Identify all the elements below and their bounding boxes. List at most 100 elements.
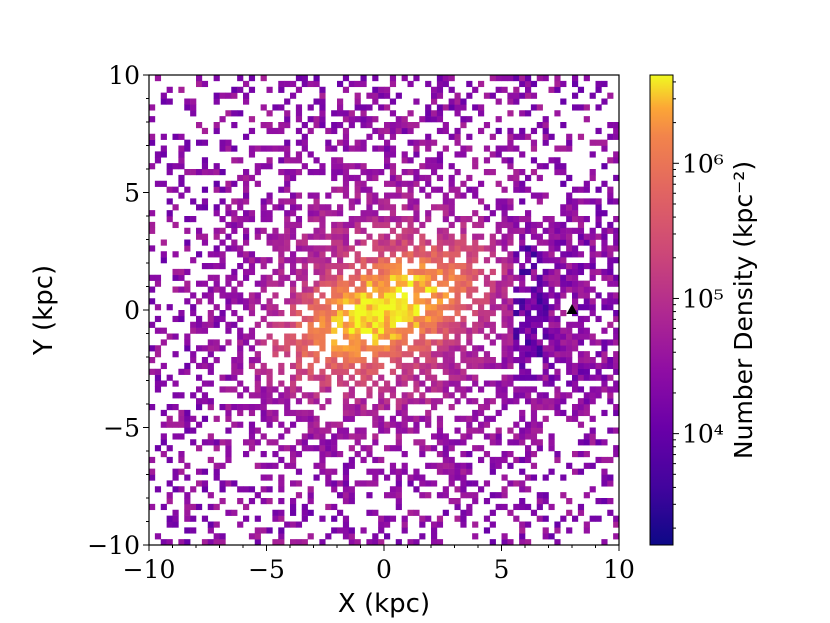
heatmap-cell — [266, 192, 273, 199]
heatmap-cell — [425, 492, 432, 499]
heatmap-cell — [190, 486, 197, 493]
heatmap-cell — [513, 298, 520, 305]
heatmap-cell — [513, 274, 520, 281]
heatmap-cell — [342, 327, 350, 334]
heatmap-cell — [513, 374, 520, 381]
heatmap-cell — [501, 321, 508, 328]
heatmap-cell — [460, 509, 467, 516]
heatmap-cell — [237, 351, 244, 358]
heatmap-cell — [436, 310, 444, 317]
heatmap-cell — [519, 539, 526, 546]
heatmap-cell — [366, 374, 373, 381]
heatmap-cell — [207, 527, 214, 534]
heatmap-cell — [507, 362, 514, 370]
heatmap-cell — [519, 498, 526, 505]
heatmap-cell — [460, 321, 467, 328]
heatmap-cell — [378, 321, 385, 328]
heatmap-cell — [219, 345, 226, 352]
heatmap-cell — [401, 192, 408, 199]
heatmap-cell — [431, 98, 438, 105]
heatmap-cell — [278, 456, 285, 464]
heatmap-cell — [166, 169, 173, 176]
heatmap-cell — [372, 169, 379, 176]
heatmap-cell — [530, 227, 538, 234]
heatmap-cell — [401, 310, 408, 317]
heatmap-cell — [319, 468, 326, 475]
heatmap-cell — [431, 445, 438, 452]
heatmap-cell — [495, 439, 502, 446]
heatmap-cell — [337, 239, 344, 246]
heatmap-cell — [595, 368, 602, 375]
heatmap-cell — [272, 451, 279, 458]
heatmap-cell — [401, 398, 408, 405]
heatmap-cell — [331, 263, 338, 270]
heatmap-cell — [407, 315, 414, 323]
heatmap-cell — [342, 398, 350, 405]
heatmap-cell — [548, 404, 555, 411]
heatmap-cell — [178, 274, 185, 281]
heatmap-cell — [566, 339, 573, 346]
heatmap-cell — [366, 310, 373, 317]
heatmap-cell — [536, 239, 543, 246]
heatmap-cell — [601, 480, 608, 487]
heatmap-cell — [348, 321, 355, 328]
heatmap-cell — [501, 239, 508, 246]
heatmap-cell — [613, 233, 620, 240]
heatmap-cell — [507, 198, 514, 205]
heatmap-cell — [290, 227, 297, 234]
heatmap-cell — [448, 445, 455, 452]
heatmap-cell — [507, 227, 514, 234]
heatmap-cell — [149, 163, 156, 170]
heatmap-cell — [219, 533, 226, 540]
heatmap-cell — [260, 486, 267, 493]
heatmap-cell — [583, 404, 590, 411]
heatmap-cell — [348, 116, 355, 123]
heatmap-cell — [378, 374, 385, 381]
heatmap-cell — [184, 527, 191, 534]
heatmap-cell — [595, 498, 602, 505]
heatmap-cell — [401, 233, 408, 240]
heatmap-cell — [337, 139, 344, 146]
heatmap-cell — [560, 239, 567, 246]
heatmap-cell — [384, 239, 391, 246]
heatmap-cell — [431, 321, 438, 328]
heatmap-cell — [225, 298, 232, 305]
heatmap-cell — [495, 98, 502, 105]
heatmap-cell — [248, 210, 256, 217]
heatmap-cell — [431, 539, 438, 546]
heatmap-cell — [196, 315, 203, 323]
heatmap-cell — [384, 198, 391, 205]
heatmap-cell — [331, 439, 338, 446]
heatmap-cell — [519, 286, 526, 293]
heatmap-cell — [507, 163, 514, 170]
heatmap-cell — [395, 357, 402, 364]
heatmap-cell — [413, 286, 420, 293]
heatmap-cell — [372, 404, 379, 411]
heatmap-cell — [166, 163, 173, 170]
heatmap-cell — [489, 462, 496, 469]
heatmap-cell — [342, 310, 350, 317]
heatmap-cell — [190, 169, 197, 176]
heatmap-cell — [419, 321, 426, 328]
heatmap-cell — [572, 292, 579, 299]
x-tick-label: 5 — [494, 555, 510, 584]
heatmap-cell — [172, 204, 179, 211]
heatmap-cell — [237, 198, 244, 205]
heatmap-cell — [613, 239, 620, 246]
heatmap-cell — [454, 239, 461, 246]
heatmap-cell — [419, 251, 426, 258]
heatmap-cell — [595, 392, 602, 399]
heatmap-cell — [472, 186, 479, 193]
heatmap-cell — [454, 345, 461, 352]
heatmap-cell — [507, 339, 514, 346]
heatmap-cell — [372, 75, 379, 82]
heatmap-cell — [613, 368, 620, 375]
heatmap-cell — [325, 451, 332, 458]
heatmap-cell — [307, 321, 314, 328]
heatmap-cell — [507, 239, 514, 246]
heatmap-cell — [213, 163, 220, 170]
heatmap-cell — [413, 421, 420, 428]
heatmap-cell — [260, 280, 267, 287]
heatmap-cell — [501, 263, 508, 270]
heatmap-cell — [219, 257, 226, 264]
